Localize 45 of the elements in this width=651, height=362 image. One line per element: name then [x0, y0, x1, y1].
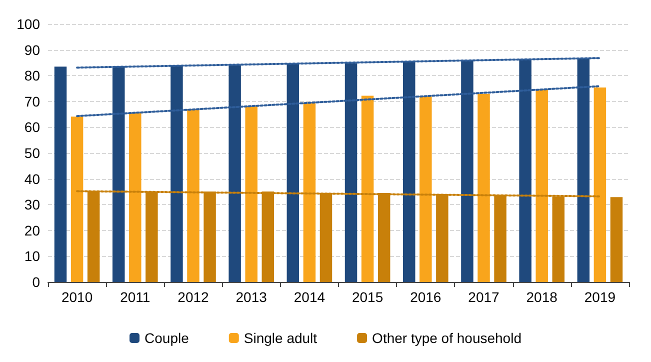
bar [303, 102, 316, 282]
x-tick-label: 2019 [584, 289, 616, 305]
bar [519, 59, 532, 282]
legend-label: Single adult [244, 330, 318, 346]
x-tick-label: 2011 [120, 289, 150, 305]
bar [577, 58, 590, 282]
x-tick-label: 2012 [178, 289, 210, 305]
y-tick-label: 20 [24, 222, 40, 238]
bar [112, 66, 125, 282]
x-tick-label: 2010 [61, 289, 93, 305]
bar [536, 90, 548, 282]
bar [129, 113, 142, 282]
y-tick-label: 10 [24, 248, 40, 264]
y-tick-label: 40 [24, 170, 40, 187]
x-tick-label: 2018 [526, 289, 558, 305]
y-tick-label: 60 [24, 119, 40, 136]
bar [402, 61, 416, 282]
bar [610, 197, 623, 282]
y-tick-label: 0 [32, 274, 40, 290]
y-tick-label: 100 [16, 16, 40, 32]
y-tick-label: 70 [24, 93, 40, 110]
y-tick-label: 50 [24, 145, 40, 161]
bar [54, 66, 67, 282]
bar [70, 116, 84, 282]
legend-label: Other type of household [372, 330, 522, 346]
x-tick-label: 2015 [352, 289, 384, 305]
x-tick-label: 2016 [410, 289, 442, 305]
x-tick-label: 2013 [236, 289, 268, 305]
y-tick-label: 30 [24, 196, 40, 213]
bar [478, 94, 490, 282]
y-tick-label: 90 [24, 42, 40, 58]
bar [245, 106, 258, 282]
bar [461, 60, 474, 282]
legend-label: Couple [144, 330, 190, 346]
x-tick-label: 2017 [468, 289, 500, 305]
bar [594, 87, 606, 282]
bar [344, 63, 358, 282]
x-tick-label: 2014 [294, 289, 326, 305]
bar [228, 65, 241, 282]
y-tick-label: 80 [24, 68, 40, 84]
bar [170, 65, 183, 282]
bar [286, 63, 300, 282]
bar [361, 96, 374, 282]
bar [420, 96, 432, 282]
bar [187, 109, 200, 282]
